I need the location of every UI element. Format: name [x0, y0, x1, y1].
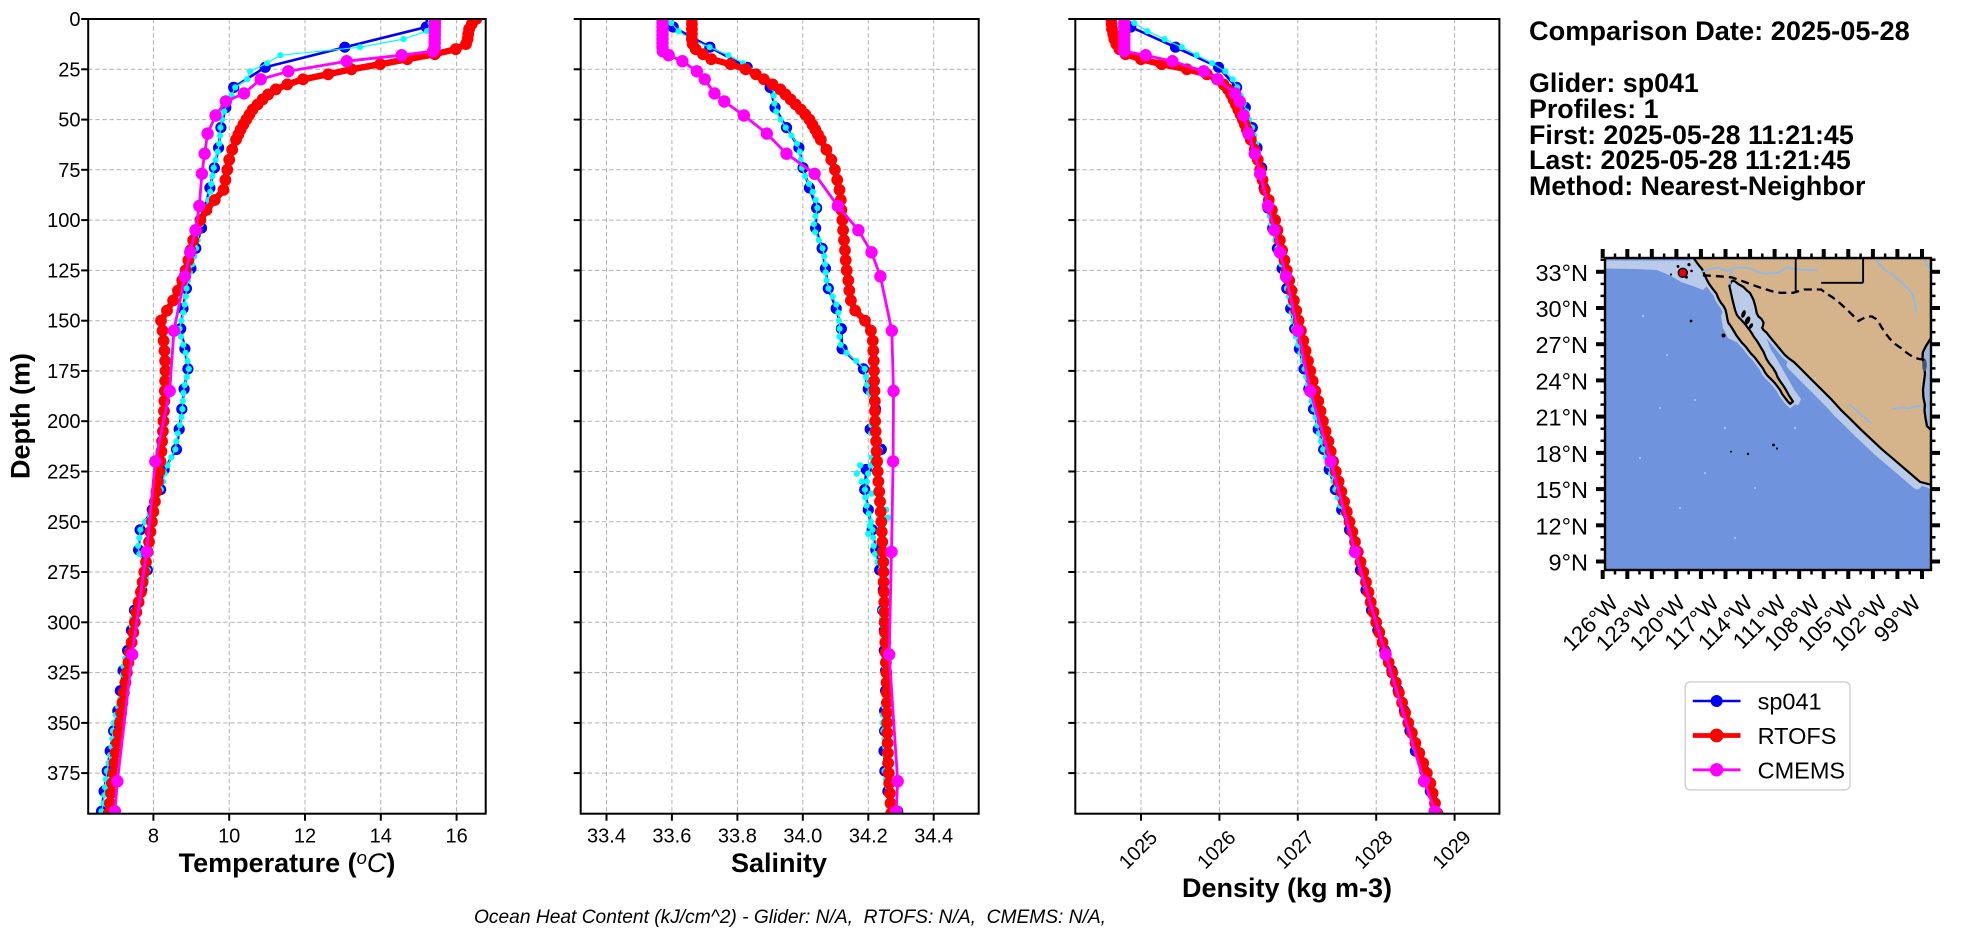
- svg-text:34.2: 34.2: [849, 826, 888, 848]
- svg-text:9°N: 9°N: [1549, 550, 1588, 576]
- svg-text:Glider: sp041: Glider: sp041: [1529, 68, 1699, 98]
- svg-text:30°N: 30°N: [1535, 296, 1588, 322]
- svg-text:sp041: sp041: [1758, 689, 1822, 715]
- svg-text:125: 125: [47, 260, 80, 282]
- svg-text:325: 325: [47, 663, 80, 685]
- svg-text:33.4: 33.4: [587, 826, 626, 848]
- svg-text:24°N: 24°N: [1535, 368, 1588, 394]
- svg-text:8: 8: [148, 826, 159, 848]
- svg-text:27°N: 27°N: [1535, 332, 1588, 358]
- svg-text:34.0: 34.0: [783, 826, 822, 848]
- svg-text:Ocean Heat Content (kJ/cm^2) -: Ocean Heat Content (kJ/cm^2) - Glider: N…: [474, 907, 1106, 928]
- svg-text:225: 225: [47, 462, 80, 484]
- svg-text:50: 50: [58, 110, 80, 132]
- svg-text:10: 10: [218, 826, 240, 848]
- svg-text:21°N: 21°N: [1535, 405, 1588, 431]
- svg-text:18°N: 18°N: [1535, 441, 1588, 467]
- svg-text:100: 100: [47, 210, 80, 232]
- svg-text:Last: 2025-05-28 11:21:45: Last: 2025-05-28 11:21:45: [1529, 145, 1851, 175]
- svg-text:16: 16: [445, 826, 467, 848]
- svg-text:15°N: 15°N: [1535, 477, 1588, 503]
- svg-text:25: 25: [58, 59, 80, 81]
- svg-text:175: 175: [47, 361, 80, 383]
- svg-text:250: 250: [47, 512, 80, 534]
- svg-text:Profiles: 1: Profiles: 1: [1529, 94, 1659, 124]
- svg-text:Temperature (oC): Temperature (oC): [179, 847, 396, 878]
- svg-text:375: 375: [47, 763, 80, 785]
- svg-text:Density (kg m-3): Density (kg m-3): [1182, 873, 1392, 903]
- svg-text:12: 12: [294, 826, 316, 848]
- svg-text:275: 275: [47, 562, 80, 584]
- svg-text:34.4: 34.4: [914, 826, 953, 848]
- svg-text:33.6: 33.6: [652, 826, 691, 848]
- svg-text:12°N: 12°N: [1535, 513, 1588, 539]
- svg-text:200: 200: [47, 411, 80, 433]
- svg-text:14: 14: [370, 826, 392, 848]
- svg-text:Method: Nearest-Neighbor: Method: Nearest-Neighbor: [1529, 171, 1866, 201]
- svg-text:33.8: 33.8: [718, 826, 757, 848]
- svg-text:33°N: 33°N: [1535, 260, 1588, 286]
- svg-text:First: 2025-05-28 11:21:45: First: 2025-05-28 11:21:45: [1529, 120, 1854, 150]
- svg-text:150: 150: [47, 311, 80, 333]
- svg-text:Depth (m): Depth (m): [6, 353, 36, 479]
- svg-text:350: 350: [47, 713, 80, 735]
- svg-text:CMEMS: CMEMS: [1758, 757, 1845, 783]
- svg-text:Comparison Date: 2025-05-28: Comparison Date: 2025-05-28: [1529, 15, 1910, 46]
- svg-text:75: 75: [58, 160, 80, 182]
- svg-text:300: 300: [47, 612, 80, 634]
- svg-text:Salinity: Salinity: [731, 848, 827, 878]
- svg-text:0: 0: [69, 9, 80, 31]
- svg-text:RTOFS: RTOFS: [1758, 723, 1837, 749]
